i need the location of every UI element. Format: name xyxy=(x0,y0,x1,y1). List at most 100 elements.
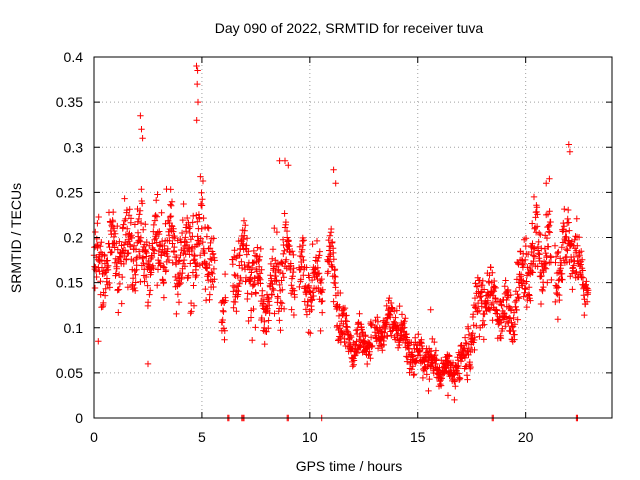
data-point xyxy=(197,252,204,259)
data-point xyxy=(153,239,160,246)
data-point xyxy=(574,242,581,249)
data-point xyxy=(540,283,547,291)
data-point xyxy=(132,271,139,278)
data-point xyxy=(95,338,102,345)
data-point xyxy=(126,206,133,213)
data-point xyxy=(277,259,285,267)
data-point xyxy=(517,271,525,278)
data-point xyxy=(481,321,488,328)
data-point xyxy=(249,337,256,344)
data-point xyxy=(182,234,189,241)
data-point xyxy=(525,284,533,291)
data-point xyxy=(479,277,486,285)
data-point xyxy=(100,289,107,296)
data-point xyxy=(164,245,171,253)
data-point xyxy=(349,363,356,370)
data-point xyxy=(579,274,587,281)
data-point xyxy=(276,268,284,276)
data-point xyxy=(207,239,214,247)
data-point xyxy=(193,117,200,124)
data-point xyxy=(477,289,485,296)
data-point xyxy=(193,62,200,70)
data-point xyxy=(471,346,478,354)
data-point xyxy=(342,342,349,350)
data-point xyxy=(269,246,277,253)
data-point xyxy=(383,319,390,326)
data-point xyxy=(244,295,251,303)
data-point xyxy=(507,315,514,322)
data-point xyxy=(364,360,371,368)
data-point xyxy=(177,239,185,246)
data-point xyxy=(95,213,102,221)
data-point xyxy=(113,265,120,272)
data-point xyxy=(201,249,208,257)
data-point xyxy=(503,318,511,325)
data-point xyxy=(200,214,207,222)
data-point xyxy=(374,314,381,321)
data-point xyxy=(168,202,175,209)
data-point xyxy=(465,325,472,332)
data-point xyxy=(176,281,183,288)
data-point xyxy=(203,233,211,240)
data-point xyxy=(393,307,400,314)
x-tick-label: 15 xyxy=(410,429,426,445)
y-tick-label: 0.4 xyxy=(64,49,84,65)
data-point xyxy=(367,355,374,362)
data-point xyxy=(436,371,443,378)
data-point xyxy=(531,244,538,252)
data-point xyxy=(124,225,131,232)
data-point xyxy=(555,248,562,256)
data-point xyxy=(319,286,326,293)
data-point xyxy=(384,333,391,340)
data-point xyxy=(572,233,579,240)
data-point xyxy=(303,311,311,318)
data-point xyxy=(123,206,131,214)
data-point xyxy=(503,296,510,304)
data-point xyxy=(105,262,112,269)
data-point xyxy=(463,340,470,347)
data-point xyxy=(461,354,469,362)
data-point xyxy=(180,256,188,264)
data-point xyxy=(532,229,540,236)
data-point xyxy=(492,295,499,303)
data-point xyxy=(94,220,101,227)
data-point xyxy=(314,257,321,265)
data-point xyxy=(177,235,184,243)
data-point xyxy=(479,282,486,289)
data-point xyxy=(120,221,127,228)
data-point xyxy=(523,303,530,311)
data-point xyxy=(451,377,459,385)
data-point xyxy=(475,307,483,314)
data-point xyxy=(319,309,326,316)
data-point xyxy=(256,270,264,277)
data-point xyxy=(148,269,155,276)
data-point xyxy=(492,284,499,292)
data-point xyxy=(544,211,552,218)
data-point xyxy=(403,334,411,341)
data-point xyxy=(132,287,139,294)
data-point xyxy=(160,263,167,270)
data-point xyxy=(513,306,520,314)
data-point xyxy=(108,248,116,256)
x-tick-label: 20 xyxy=(518,429,534,445)
data-point xyxy=(452,383,459,390)
data-point xyxy=(198,225,205,232)
data-point xyxy=(154,266,162,273)
data-point xyxy=(189,219,196,226)
data-point xyxy=(556,296,563,304)
data-point xyxy=(205,225,212,232)
data-point xyxy=(158,252,165,259)
data-point xyxy=(229,261,236,268)
data-point xyxy=(552,259,559,266)
data-point xyxy=(392,314,399,321)
data-point xyxy=(476,333,483,340)
data-point xyxy=(415,331,422,338)
data-point xyxy=(305,329,312,336)
axis-ticks: 0 0.05 0.1 0.15 0.2 0.25 0.3 0.35 0.4 0 5 10 15 20 xyxy=(56,49,612,445)
data-point xyxy=(277,299,284,306)
data-point xyxy=(115,286,123,293)
data-point xyxy=(341,335,348,343)
data-point xyxy=(288,306,295,313)
data-point xyxy=(489,299,497,307)
